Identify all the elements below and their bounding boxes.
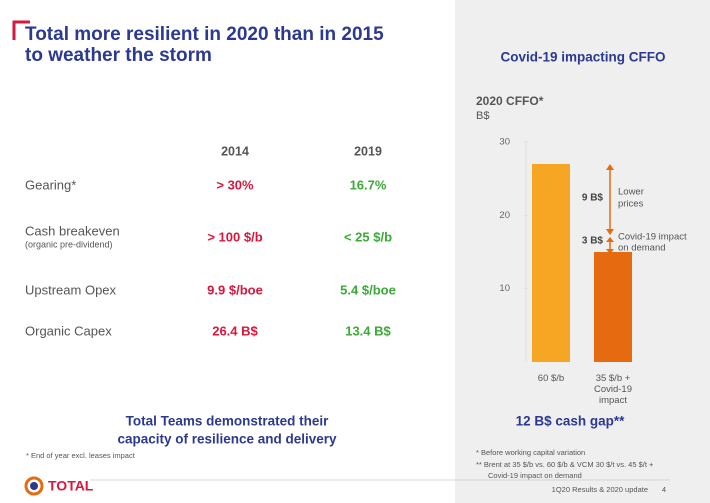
row-label: Upstream Opex — [25, 282, 117, 297]
title-line: to weather the storm — [25, 45, 212, 66]
conclusion: capacity of resilience and delivery — [117, 432, 337, 447]
annotation-text: prices — [618, 199, 644, 210]
cell-value: 5.4 $/boe — [340, 282, 396, 297]
annotation-text: Covid-19 impact — [618, 232, 687, 243]
annotation-text: on demand — [618, 243, 666, 254]
page-number: 4 — [662, 485, 666, 494]
unit-label: B$ — [476, 110, 489, 122]
x-tick-label: 35 $/b + Covid-19 impact — [593, 373, 633, 406]
conclusion: Total Teams demonstrated their — [126, 414, 330, 429]
x-tick-label: 60 $/b — [537, 373, 565, 384]
annotation-value: 3 B$ — [582, 236, 604, 247]
chart-note: * Before working capital variation — [476, 448, 585, 457]
title-accent — [12, 20, 30, 40]
cell-value: > 30% — [216, 177, 254, 192]
annotation-text: Lower — [618, 187, 644, 198]
column-header: 2014 — [221, 144, 249, 158]
annotation-value: 9 B$ — [582, 193, 604, 204]
cell-value: < 25 $/b — [344, 229, 392, 244]
logo-text: TOTAL — [48, 478, 94, 494]
chart-subtitle: 2020 CFFO* — [476, 94, 544, 108]
y-tick-label: 20 — [499, 210, 510, 221]
y-tick-label: 30 — [499, 137, 510, 148]
cash-gap: 12 B$ cash gap** — [516, 414, 626, 429]
row-note: (organic pre-dividend) — [25, 239, 113, 249]
logo-mark — [30, 482, 38, 490]
cell-value: 13.4 B$ — [345, 323, 391, 338]
logo-mark — [24, 476, 44, 496]
row-label: Cash breakeven — [25, 223, 120, 238]
chart-title: Covid-19 impacting CFFO — [500, 50, 665, 65]
bar — [532, 164, 570, 362]
cell-value: 26.4 B$ — [212, 323, 258, 338]
bar — [594, 252, 632, 362]
cell-value: 9.9 $/boe — [207, 282, 263, 297]
row-label: Organic Capex — [25, 323, 112, 338]
chart-panel — [455, 0, 710, 503]
footnote: * End of year excl. leases impact — [26, 451, 136, 460]
chart-note: ** Brent at 35 $/b vs. 60 $/b & VCM 30 $… — [476, 460, 654, 469]
annotation-arrow — [606, 237, 614, 254]
y-tick-label: 10 — [499, 283, 510, 294]
cell-value: > 100 $/b — [207, 229, 262, 244]
footer-text: 1Q20 Results & 2020 update — [552, 485, 648, 494]
column-header: 2019 — [354, 144, 382, 158]
row-label: Gearing* — [25, 177, 76, 192]
title-line: Total more resilient in 2020 than in 201… — [25, 24, 384, 45]
chart-note: Covid-19 impact on demand — [488, 471, 582, 480]
cell-value: 16.7% — [350, 177, 387, 192]
